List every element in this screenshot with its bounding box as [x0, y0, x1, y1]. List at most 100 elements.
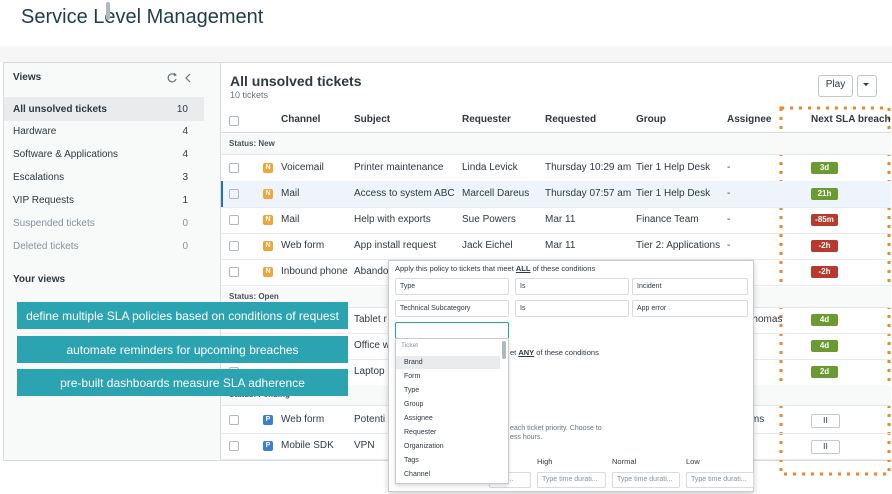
sla-badge: -2h [811, 240, 838, 252]
sidebar-icons [167, 72, 191, 83]
sla-label: -85m [815, 215, 834, 224]
callout-text: pre-built dashboards measure SLA adheren… [60, 376, 305, 390]
view-count: 10 [176, 104, 188, 115]
dropdown-header: Ticket [401, 342, 419, 349]
cell-requester: Jack Eichel [462, 240, 513, 251]
sla-label: 2d [819, 367, 830, 376]
view-name[interactable]: Software & Applications [13, 149, 119, 160]
sla-label: -2h [818, 241, 831, 250]
sla-label: 4d [819, 315, 830, 324]
view-name[interactable]: Deleted tickets [13, 241, 79, 252]
checkbox [229, 441, 239, 451]
condition-select[interactable]: Is [515, 278, 629, 295]
condition-text: Is [520, 283, 526, 290]
scrollbar [106, 2, 110, 20]
selected-view-bg [4, 97, 204, 121]
ticket-row[interactable] [221, 207, 891, 234]
view-name[interactable]: All unsolved tickets [13, 104, 107, 115]
time-input[interactable]: Type time durati... [686, 472, 754, 488]
cell-subject: Potenti [354, 414, 386, 425]
cell-requested: Mar 11 [545, 214, 576, 225]
dropdown-item[interactable]: Assignee [404, 415, 433, 422]
cell-requester: Linda Levick [462, 162, 518, 173]
dropdown-item[interactable]: Channel [404, 471, 431, 478]
dropdown-item[interactable]: Brand [404, 359, 423, 366]
condition-select[interactable]: Technical Subcategory [395, 300, 509, 317]
dropdown-item[interactable]: Group [404, 401, 424, 408]
sla-label: -2h [818, 267, 831, 276]
cell-subject: Tablet r [354, 314, 387, 325]
sla-badge: II [811, 440, 840, 454]
condition-select[interactable]: App error [632, 300, 748, 317]
cell-group: Tier 2: Applications [636, 240, 721, 251]
cell-requested: Thursday 10:29 am [545, 162, 632, 173]
callout-text: automate reminders for upcoming breaches [66, 343, 299, 357]
view-count: 0 [182, 241, 188, 252]
cell-subject: Printer maintenance [354, 162, 444, 173]
dropdown-item[interactable]: Requester [404, 429, 437, 436]
condition-select[interactable]: Is [515, 300, 629, 317]
sla-badge: 21h [811, 188, 838, 200]
cell-channel: Mail [281, 214, 300, 225]
cell-requested: Mar 11 [545, 240, 576, 251]
play-button[interactable] [818, 75, 853, 97]
view-count: 1 [182, 195, 188, 206]
sla-badge: 4d [811, 340, 838, 352]
time-placeholder: Type time durati... [691, 476, 747, 483]
status-label: Status: New [229, 139, 275, 148]
view-name[interactable]: Escalations [13, 172, 65, 183]
ticket-row[interactable] [221, 233, 891, 260]
checkbox [229, 215, 239, 225]
search-input[interactable] [395, 322, 509, 339]
view-name[interactable]: VIP Requests [13, 195, 74, 206]
condition-select[interactable]: Type [395, 278, 509, 295]
divider [221, 132, 891, 133]
cell-requested: Thursday 07:57 am [545, 188, 632, 199]
cell-channel: Mobile SDK [281, 440, 334, 451]
column-header: Next SLA breach [811, 114, 891, 125]
condition-text: Type [400, 283, 416, 290]
band [0, 46, 892, 62]
sla-label: 21h [817, 189, 832, 198]
time-input[interactable]: Type time durati... [537, 472, 606, 488]
checkbox [229, 415, 239, 425]
checkbox [229, 163, 239, 173]
channel-icon: N [263, 241, 273, 251]
condition-text: Technical Subcategory [400, 305, 471, 312]
view-name[interactable]: Suspended tickets [13, 218, 95, 229]
cell-channel: Inbound phone [281, 266, 348, 277]
channel-icon-letter: P [265, 442, 271, 449]
ticket-row[interactable] [221, 181, 891, 208]
time-input[interactable]: Type time durati... [612, 472, 680, 488]
dropdown-item[interactable]: Form [404, 373, 421, 380]
channel-icon: N [263, 189, 273, 199]
column-header: Group [636, 114, 666, 125]
callout: automate reminders for upcoming breaches [17, 336, 348, 363]
menu-button[interactable] [857, 75, 877, 97]
channel-icon-letter: N [265, 164, 271, 171]
condition-select[interactable]: Incident [632, 278, 748, 295]
cell-channel: Voicemail [281, 162, 324, 173]
cell-subject: Abando [354, 266, 389, 277]
header-bar [0, 0, 892, 46]
sla-label: II [823, 442, 828, 451]
view-name[interactable]: Hardware [13, 126, 57, 137]
cell-subject: Access to system ABC [354, 188, 455, 199]
note-text: ess hours. [510, 434, 543, 441]
dropdown-item[interactable]: Type [404, 387, 420, 394]
time-placeholder: Type time durati... [542, 476, 598, 483]
dropdown-item[interactable]: Tags [404, 457, 419, 464]
play-label: Play [825, 79, 846, 90]
channel-icon-letter: N [265, 242, 271, 249]
text-after: of these conditions [534, 348, 599, 357]
scrollbar [502, 341, 506, 359]
sidebar [4, 63, 221, 460]
note-text: each ticket priority. Choose to [510, 425, 602, 432]
dropdown-item[interactable]: Organization [404, 443, 444, 450]
sla-badge: 3d [811, 162, 838, 174]
channel-icon: N [263, 163, 273, 173]
sla-label: 3d [819, 163, 830, 172]
text-emphasis: ANY [518, 348, 535, 357]
cell-channel: Web form [281, 414, 325, 425]
